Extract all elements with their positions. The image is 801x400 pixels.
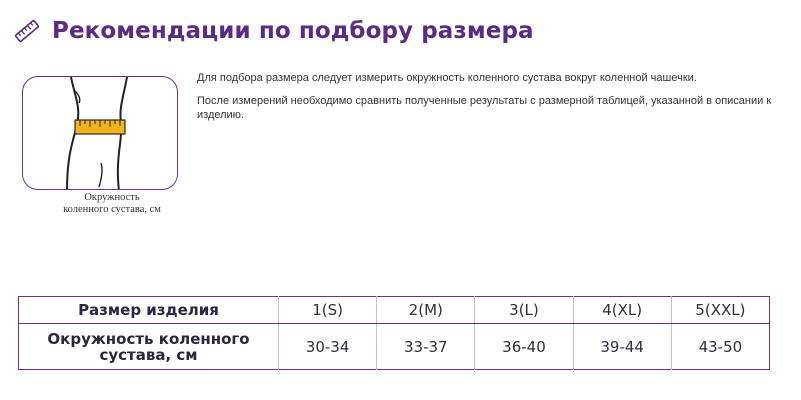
circumference-header-line-1: Окружность коленного <box>47 329 250 348</box>
instruction-paragraph-2: После измерений необходимо сравнить полу… <box>197 95 772 121</box>
ruler-icon <box>14 19 40 43</box>
circumference-row-header: Окружность коленного сустава, см <box>19 324 279 370</box>
circumference-cell: 30-34 <box>277 323 377 370</box>
size-cell: 1(S) <box>277 296 377 325</box>
circumference-cell: 33-37 <box>376 323 475 370</box>
knee-measure-illustration <box>22 76 178 190</box>
table-row: Окружность коленного сустава, см 30-34 3… <box>19 323 770 370</box>
caption-line-2: коленного сустава, см <box>63 204 161 215</box>
size-row-header: Размер изделия <box>18 296 279 325</box>
page-title: Рекомендации по подбору размера <box>52 18 534 44</box>
size-cell: 4(XL) <box>572 296 672 325</box>
circumference-cell: 43-50 <box>670 323 770 370</box>
table-row: Размер изделия 1(S) 2(M) 3(L) 4(XL) 5(XX… <box>18 296 770 325</box>
circumference-cell: 39-44 <box>572 323 672 370</box>
size-cell: 2(M) <box>376 296 475 325</box>
section-header: Рекомендации по подбору размера <box>14 18 534 44</box>
instruction-paragraph-1: Для подбора размера следует измерить окр… <box>197 72 697 84</box>
size-cell: 5(XXL) <box>670 296 770 325</box>
circumference-cell: 36-40 <box>474 323 574 370</box>
size-cell: 3(L) <box>474 296 574 325</box>
circumference-header-line-2: сустава, см <box>99 345 198 364</box>
illustration-caption: Окружность коленного сустава, см <box>22 192 202 216</box>
instructions: Для подбора размера следует измерить окр… <box>197 71 787 131</box>
size-table: Размер изделия 1(S) 2(M) 3(L) 4(XL) 5(XX… <box>18 296 770 370</box>
knee-measure-icon <box>66 77 128 189</box>
caption-line-1: Окружность <box>84 192 140 203</box>
